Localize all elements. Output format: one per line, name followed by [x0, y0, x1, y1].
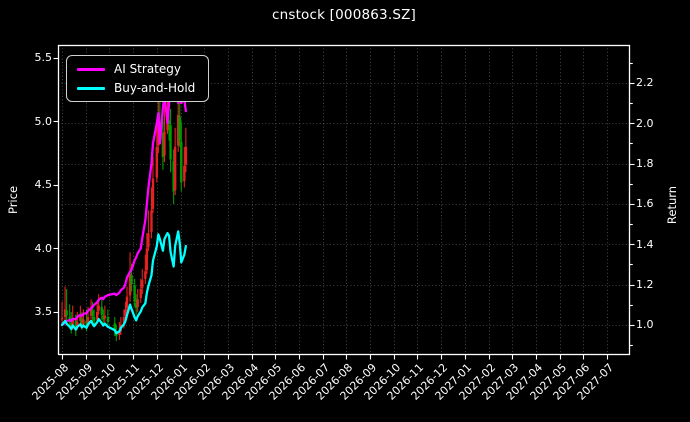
- buy-and-hold-line-swatch: [77, 86, 105, 90]
- price-tick-label: 5.5: [34, 51, 53, 65]
- price-tick-label: 3.5: [34, 305, 53, 319]
- legend-item-ai-strategy: AI Strategy: [77, 62, 195, 76]
- return-tick-label: 1.0: [636, 318, 654, 332]
- price-tick-label: 4.5: [34, 178, 53, 192]
- return-tick-label: 1.6: [636, 197, 654, 211]
- legend-label-ai-strategy: AI Strategy: [114, 62, 181, 76]
- legend-label-buy-and-hold: Buy-and-Hold: [114, 81, 196, 95]
- legend-item-buy-and-hold: Buy-and-Hold: [77, 81, 195, 95]
- return-tick-label: 1.8: [636, 157, 654, 171]
- return-tick-label: 2.0: [636, 116, 654, 130]
- price-tick-label: 5.0: [34, 114, 53, 128]
- price-tick-label: 4.0: [34, 241, 53, 255]
- return-tick-label: 1.2: [636, 278, 654, 292]
- chart-title: cnstock [000863.SZ]: [271, 7, 417, 23]
- return-tick-label: 1.4: [636, 237, 654, 251]
- legend: AI Strategy Buy-and-Hold: [66, 55, 210, 102]
- ai-strategy-line-swatch: [77, 67, 105, 71]
- return-tick-label: 2.2: [636, 76, 654, 90]
